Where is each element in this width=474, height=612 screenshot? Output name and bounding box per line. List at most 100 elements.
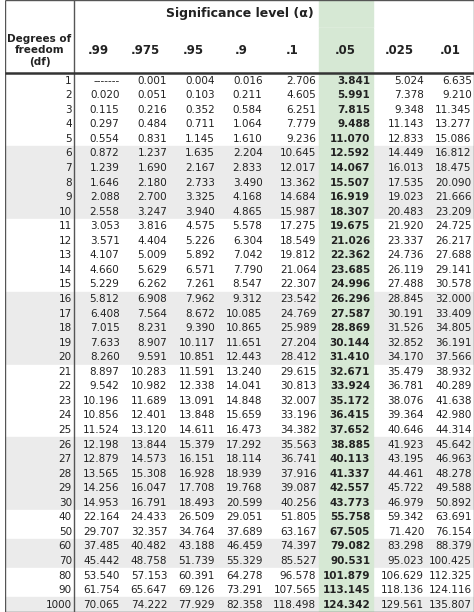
Text: 118.136: 118.136 [381, 585, 424, 595]
Text: 37.485: 37.485 [83, 542, 119, 551]
Text: 7.042: 7.042 [233, 250, 263, 260]
Text: 24.996: 24.996 [330, 280, 370, 289]
Bar [5, 117, 474, 132]
Text: 9.390: 9.390 [185, 323, 215, 333]
Text: 8.231: 8.231 [137, 323, 167, 333]
Text: 13.362: 13.362 [280, 177, 316, 188]
Text: 45.642: 45.642 [435, 439, 472, 450]
Text: 10: 10 [59, 207, 72, 217]
Text: 5.991: 5.991 [337, 91, 370, 100]
Text: 20.483: 20.483 [388, 207, 424, 217]
Text: 43.773: 43.773 [329, 498, 370, 508]
Text: 6.635: 6.635 [442, 76, 472, 86]
Bar [319, 481, 373, 496]
Text: 30.813: 30.813 [280, 381, 316, 392]
Text: 73.291: 73.291 [226, 585, 263, 595]
Bar [5, 175, 474, 190]
Text: 24.725: 24.725 [435, 222, 472, 231]
Text: 7.790: 7.790 [233, 265, 263, 275]
Text: 20.090: 20.090 [436, 177, 472, 188]
Text: 7.779: 7.779 [286, 119, 316, 129]
Text: 13.240: 13.240 [226, 367, 263, 377]
Bar [319, 394, 373, 408]
Text: 28.412: 28.412 [280, 353, 316, 362]
Bar [5, 277, 474, 292]
Text: 15.308: 15.308 [131, 469, 167, 479]
Text: 28.869: 28.869 [330, 323, 370, 333]
Text: 15.379: 15.379 [178, 439, 215, 450]
Text: 13.844: 13.844 [131, 439, 167, 450]
Text: 55.758: 55.758 [330, 512, 370, 523]
Text: 43.195: 43.195 [387, 454, 424, 464]
Text: 15.507: 15.507 [330, 177, 370, 188]
Text: 15.086: 15.086 [435, 134, 472, 144]
Text: 8.897: 8.897 [90, 367, 119, 377]
Text: 0.051: 0.051 [137, 91, 167, 100]
Text: 40.646: 40.646 [388, 425, 424, 435]
Text: .99: .99 [88, 44, 109, 57]
Text: 5: 5 [65, 134, 72, 144]
Text: 37.652: 37.652 [330, 425, 370, 435]
Text: 40.113: 40.113 [330, 454, 370, 464]
Text: 3.841: 3.841 [337, 76, 370, 86]
Text: 16.928: 16.928 [178, 469, 215, 479]
Text: 65.647: 65.647 [131, 585, 167, 595]
Text: 0.020: 0.020 [90, 91, 119, 100]
Text: 1.064: 1.064 [233, 119, 263, 129]
Text: 27.488: 27.488 [387, 280, 424, 289]
Text: 23: 23 [59, 396, 72, 406]
Text: 0.115: 0.115 [90, 105, 119, 115]
Text: 13: 13 [59, 250, 72, 260]
Text: 7.815: 7.815 [337, 105, 370, 115]
Text: 15: 15 [59, 280, 72, 289]
Text: 16.812: 16.812 [435, 149, 472, 159]
Text: 5.629: 5.629 [137, 265, 167, 275]
Text: 2.088: 2.088 [90, 192, 119, 202]
Text: 96.578: 96.578 [280, 570, 316, 581]
Text: 44.314: 44.314 [435, 425, 472, 435]
Text: 36.741: 36.741 [280, 454, 316, 464]
Bar [5, 335, 474, 350]
Text: 29.141: 29.141 [435, 265, 472, 275]
Bar [319, 219, 373, 234]
Bar [5, 423, 474, 438]
Bar [319, 277, 373, 292]
Text: 61.754: 61.754 [83, 585, 119, 595]
Bar [319, 597, 373, 612]
Text: 53.540: 53.540 [83, 570, 119, 581]
Bar [319, 452, 373, 466]
Text: 36.781: 36.781 [387, 381, 424, 392]
Bar [319, 161, 373, 175]
Text: 70.065: 70.065 [83, 600, 119, 610]
Text: 9: 9 [65, 192, 72, 202]
Text: 3.490: 3.490 [233, 177, 263, 188]
Text: 7.962: 7.962 [185, 294, 215, 304]
Text: 10.117: 10.117 [179, 338, 215, 348]
Text: 23.209: 23.209 [435, 207, 472, 217]
Bar [319, 73, 373, 88]
Text: 124.116: 124.116 [428, 585, 472, 595]
Text: 10.982: 10.982 [131, 381, 167, 392]
Text: 2.706: 2.706 [287, 76, 316, 86]
Text: 33.409: 33.409 [435, 308, 472, 319]
Text: 71.420: 71.420 [388, 527, 424, 537]
Bar [319, 307, 373, 321]
Text: 12.592: 12.592 [330, 149, 370, 159]
Bar [5, 234, 474, 248]
Text: 8.547: 8.547 [233, 280, 263, 289]
Text: 12.401: 12.401 [131, 411, 167, 420]
Text: 5.024: 5.024 [394, 76, 424, 86]
Text: 18.475: 18.475 [435, 163, 472, 173]
Text: 9.542: 9.542 [90, 381, 119, 392]
Text: 12.833: 12.833 [387, 134, 424, 144]
Text: 1.610: 1.610 [233, 134, 263, 144]
Text: 6.408: 6.408 [90, 308, 119, 319]
Text: 14.848: 14.848 [226, 396, 263, 406]
Text: 5.892: 5.892 [185, 250, 215, 260]
Bar [319, 423, 373, 438]
Text: 59.342: 59.342 [387, 512, 424, 523]
Text: 30.191: 30.191 [388, 308, 424, 319]
Text: 30: 30 [59, 498, 72, 508]
Text: 23.542: 23.542 [280, 294, 316, 304]
Bar [5, 190, 474, 204]
